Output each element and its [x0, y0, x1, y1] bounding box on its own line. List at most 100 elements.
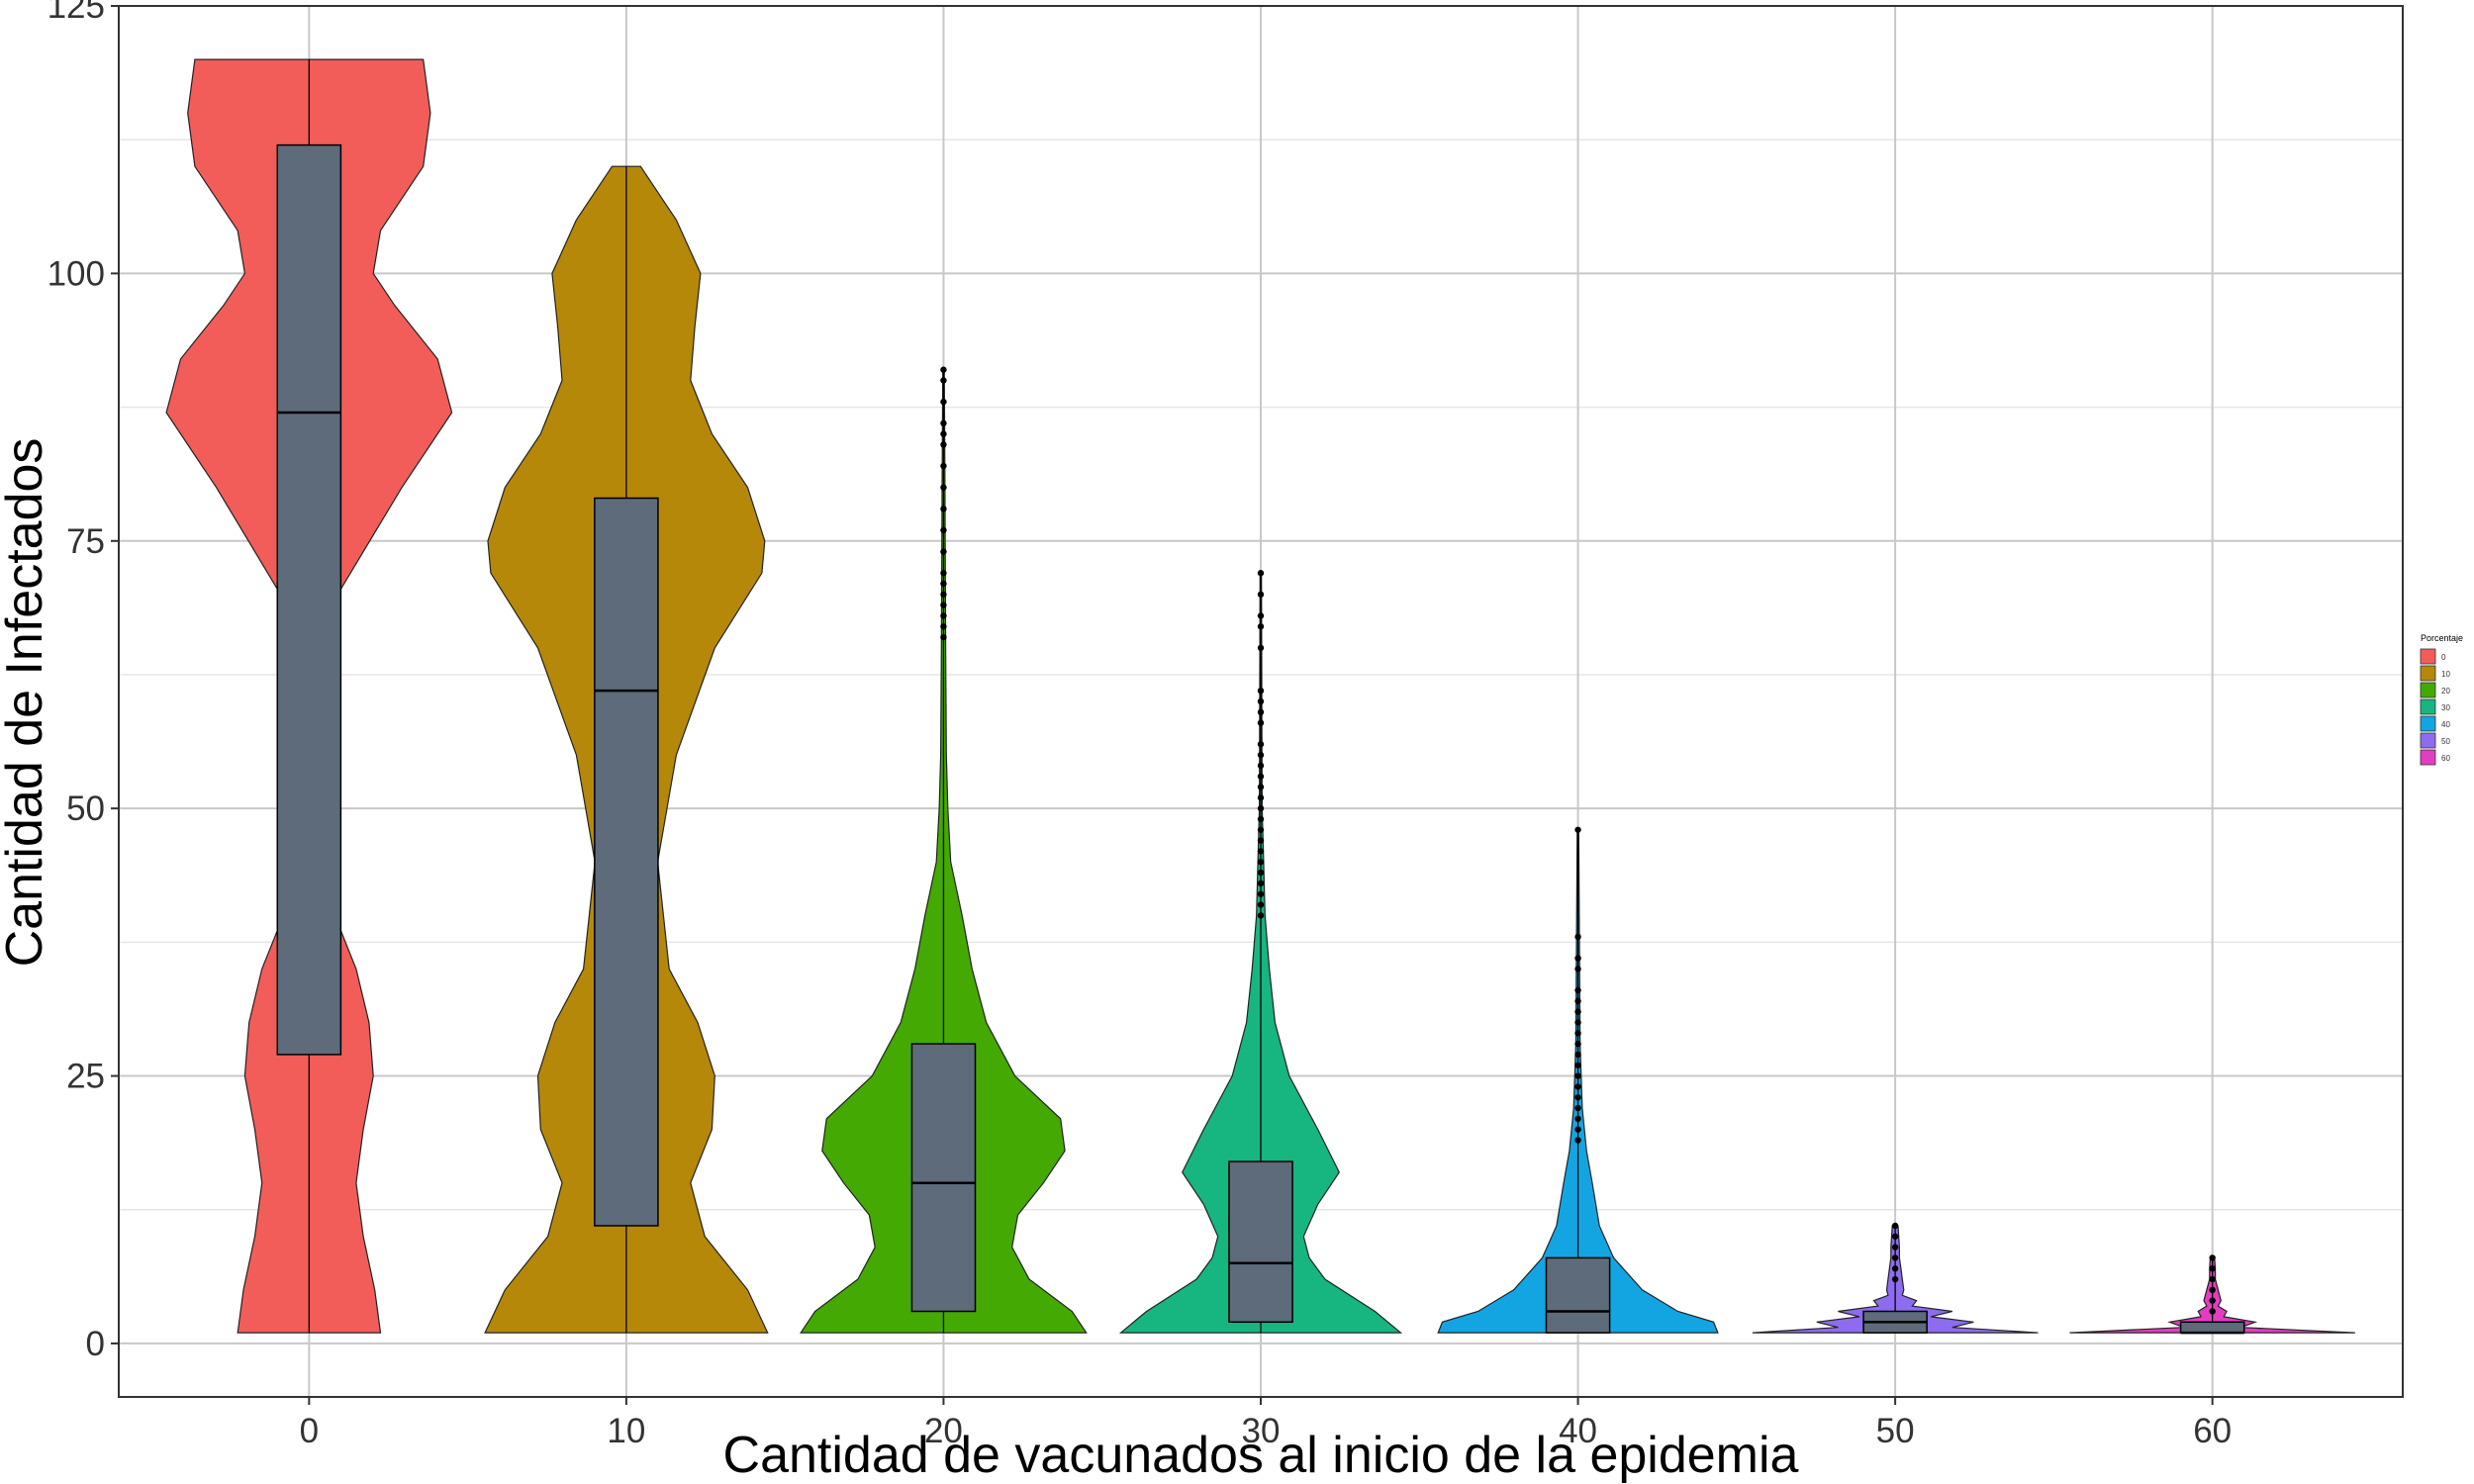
outlier-point [1257, 794, 1265, 801]
x-tick-label: 20 [924, 1412, 963, 1450]
outlier-point [1257, 570, 1265, 577]
outlier-point [940, 430, 947, 437]
legend-key-10 [2420, 665, 2436, 682]
legend-key-60 [2420, 749, 2436, 766]
legend-key-0 [2420, 648, 2436, 665]
x-tick-label: 60 [2193, 1412, 2232, 1450]
x-tick-label: 40 [1559, 1412, 1597, 1450]
outlier-point [1257, 719, 1265, 726]
outlier-point [940, 398, 947, 406]
outlier-point [1257, 784, 1265, 790]
violin-group-10 [484, 165, 769, 1334]
outlier-point [1574, 1137, 1581, 1144]
outlier-point [2209, 1286, 2216, 1294]
x-axis: 0 10 20 30 40 50 60 [300, 1397, 2232, 1450]
box-10 [594, 497, 659, 1227]
outlier-point [1257, 741, 1265, 748]
outlier-point [1257, 837, 1265, 844]
outlier-point [1257, 644, 1265, 652]
y-tick-label: 0 [86, 1325, 105, 1363]
outlier-point [2209, 1308, 2216, 1315]
outlier-point [1574, 1040, 1581, 1048]
outlier-point [1257, 773, 1265, 780]
outlier-point [940, 612, 947, 619]
outlier-point [1257, 848, 1265, 855]
outlier-point [1574, 1030, 1581, 1037]
legend-label: 60 [2441, 754, 2450, 763]
legend-key-50 [2420, 732, 2436, 749]
outlier-point [1257, 890, 1265, 897]
box-60 [2179, 1321, 2245, 1334]
x-tick-label: 10 [607, 1412, 645, 1450]
outlier-point [1574, 933, 1581, 941]
outlier-point [1574, 826, 1581, 833]
x-axis-title: Cantidad de vacunados al inicio de la ep… [723, 1427, 1799, 1484]
legend-label: 40 [2441, 720, 2450, 729]
outlier-point [1257, 697, 1265, 705]
outlier-point [1257, 901, 1265, 908]
box-0 [276, 143, 342, 1056]
y-tick-label: 100 [48, 254, 105, 293]
outlier-point [940, 462, 947, 470]
outlier-point [1891, 1233, 1899, 1240]
outlier-point [1257, 687, 1265, 695]
outlier-point [1574, 1126, 1581, 1133]
box-40 [1545, 1256, 1611, 1334]
outlier-point [1574, 1008, 1581, 1015]
outlier-point [1257, 708, 1265, 716]
legend-key-20 [2420, 682, 2436, 698]
outlier-point [1891, 1222, 1899, 1230]
outlier-point [1574, 1019, 1581, 1026]
outlier-point [1574, 1093, 1581, 1101]
outlier-point [940, 506, 947, 512]
outlier-point [1574, 1062, 1581, 1068]
y-tick-label: 125 [48, 0, 105, 26]
violin-group-30 [1118, 570, 1403, 1334]
outlier-point [940, 526, 947, 534]
x-tick-label: 50 [1876, 1412, 1915, 1450]
box-30 [1228, 1160, 1293, 1324]
outlier-point [1257, 826, 1265, 833]
outlier-point [1257, 815, 1265, 823]
y-axis-title: Cantidad de Infectados [0, 438, 53, 968]
violin-group-40 [1437, 826, 1719, 1334]
legend-label: 20 [2441, 687, 2450, 696]
violin-group-50 [1752, 1222, 2039, 1334]
outlier-point [1891, 1244, 1899, 1251]
outlier-point [2209, 1254, 2216, 1261]
outlier-point [1257, 859, 1265, 866]
x-tick-label: 30 [1242, 1412, 1281, 1450]
outlier-point [1257, 762, 1265, 770]
outlier-point [1574, 1083, 1581, 1090]
legend-label: 10 [2441, 670, 2450, 679]
outlier-point [940, 441, 947, 448]
violin-group-20 [800, 366, 1088, 1334]
outlier-point [1257, 623, 1265, 630]
legend-label: 0 [2441, 653, 2446, 662]
outlier-point [1257, 612, 1265, 619]
legend-items: 0 10 20 30 40 50 60 [2420, 648, 2450, 766]
outlier-point [1574, 1115, 1581, 1123]
legend-title: Porcentaje [2421, 633, 2463, 643]
outlier-point [1574, 1051, 1581, 1059]
outlier-point [1257, 869, 1265, 877]
outlier-point [2209, 1275, 2216, 1283]
outlier-point [1891, 1254, 1899, 1261]
y-axis: 0 25 50 75 100 125 [48, 0, 119, 1363]
y-tick-label: 75 [66, 522, 105, 561]
outlier-point [1574, 986, 1581, 994]
legend: Porcentaje 0 10 20 30 40 50 60 [2420, 633, 2463, 766]
x-tick-label: 0 [300, 1412, 319, 1450]
outlier-point [1574, 1104, 1581, 1112]
outlier-point [940, 591, 947, 599]
outlier-point [940, 602, 947, 608]
outlier-point [1257, 751, 1265, 759]
legend-label: 30 [2441, 703, 2450, 712]
outlier-point [940, 377, 947, 384]
y-tick-label: 50 [66, 789, 105, 828]
y-tick-label: 25 [66, 1058, 105, 1096]
outlier-point [1891, 1265, 1899, 1272]
outlier-point [1574, 966, 1581, 973]
outlier-point [2209, 1265, 2216, 1272]
